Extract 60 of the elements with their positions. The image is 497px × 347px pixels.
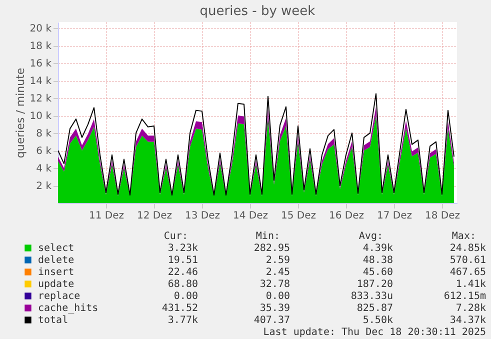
text: 282.95 bbox=[254, 243, 290, 254]
x-tick-label: 12 Dez bbox=[136, 210, 172, 222]
chart-title: queries - by week bbox=[200, 4, 316, 19]
text: Min: bbox=[256, 231, 280, 242]
text: 24.85k bbox=[450, 243, 486, 254]
text: 2.59 bbox=[266, 255, 290, 266]
text: Max: bbox=[452, 231, 476, 242]
text: 407.37 bbox=[254, 315, 290, 326]
text: 45.60 bbox=[362, 267, 393, 278]
text: 612.15m bbox=[444, 291, 486, 302]
text: 1.41k bbox=[456, 279, 486, 290]
text: 2.45 bbox=[266, 267, 290, 278]
text: 0.00 bbox=[266, 291, 290, 302]
x-tick-label: 17 Dez bbox=[376, 210, 412, 222]
text: 187.20 bbox=[356, 279, 393, 290]
legend-label: cache_hits bbox=[38, 303, 98, 314]
legend-label: delete bbox=[38, 255, 74, 266]
text: 19.51 bbox=[168, 255, 198, 266]
legend-label: insert bbox=[38, 267, 74, 278]
y-tick-label: 4 k bbox=[36, 164, 52, 175]
y-tick-label: 10 k bbox=[30, 111, 52, 122]
text: 68.80 bbox=[168, 279, 198, 290]
y-tick-label: 12 k bbox=[30, 94, 52, 105]
text: 3.77k bbox=[168, 315, 198, 326]
x-tick-label: 16 Dez bbox=[328, 210, 364, 222]
text: 5.50k bbox=[362, 315, 393, 326]
legend-label: select bbox=[38, 243, 74, 254]
text: Avg: bbox=[358, 231, 383, 242]
y-tick-label: 8 k bbox=[36, 128, 52, 140]
text: 4.39k bbox=[362, 243, 393, 254]
text: 32.78 bbox=[260, 279, 290, 290]
y-tick-label: 16 k bbox=[30, 58, 52, 70]
x-tick-label: 15 Dez bbox=[280, 210, 316, 222]
text: Cur: bbox=[164, 231, 188, 242]
text: 7.28k bbox=[456, 303, 486, 314]
text: 570.61 bbox=[450, 255, 486, 266]
text: 825.87 bbox=[356, 303, 393, 314]
x-tick-label: 14 Dez bbox=[232, 210, 268, 222]
text: 35.39 bbox=[260, 303, 290, 314]
legend-label: update bbox=[38, 279, 74, 290]
legend-label: replace bbox=[38, 291, 80, 302]
text: 0.00 bbox=[174, 291, 198, 302]
legend-label: total bbox=[38, 315, 68, 326]
x-tick-label: 18 Dez bbox=[424, 210, 460, 222]
x-tick-label: 11 Dez bbox=[88, 210, 124, 222]
text: 34.37k bbox=[450, 315, 486, 326]
text: 3.23k bbox=[168, 243, 198, 254]
y-tick-label: 20 k bbox=[30, 24, 52, 35]
y-tick-label: 18 k bbox=[30, 41, 52, 52]
y-tick-label: 14 k bbox=[30, 76, 52, 88]
text: 22.46 bbox=[168, 267, 198, 278]
y-tick-label: 2 k bbox=[36, 181, 52, 192]
text: Last update: Thu Dec 18 20:30:11 2025 bbox=[263, 327, 486, 338]
y-axis-title: queries / minute bbox=[14, 68, 27, 158]
text: 48.38 bbox=[362, 255, 393, 266]
text: 431.52 bbox=[162, 303, 198, 314]
text: 833.33u bbox=[350, 291, 393, 302]
y-tick-label: 6 k bbox=[36, 146, 52, 158]
x-tick-label: 13 Dez bbox=[184, 210, 220, 222]
text: 467.65 bbox=[450, 267, 486, 278]
